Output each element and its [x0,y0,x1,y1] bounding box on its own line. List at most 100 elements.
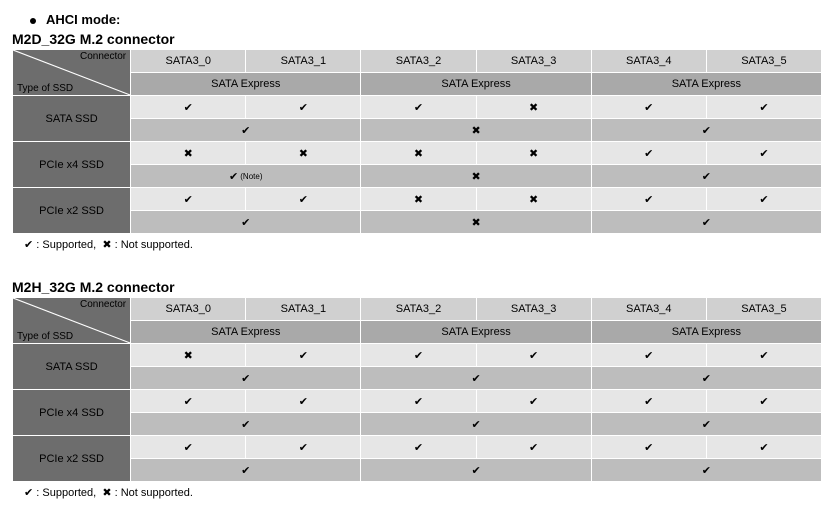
compat-cell-group: ✔ [361,367,591,390]
compat-cell: ✔ [706,96,821,119]
compat-cell-group: ✔ [131,459,361,482]
section-gap [12,251,828,275]
column-header: SATA3_2 [361,298,476,321]
compat-cell: ✖ [361,188,476,211]
legend-supported: : Supported, [36,239,96,251]
compat-cell: ✔ [591,344,706,367]
row-label: PCIe x4 SSD [13,142,131,188]
row-label: PCIe x2 SSD [13,436,131,482]
row-label: SATA SSD [13,96,131,142]
diag-top: Connector [80,51,126,62]
group-header: SATA Express [361,73,591,96]
compat-cell-group: ✔ [131,119,361,142]
compat-cell: ✔ [131,188,246,211]
column-header: SATA3_3 [476,50,591,73]
compat-cell: ✔ [361,436,476,459]
compat-cell: ✖ [476,96,591,119]
column-header: SATA3_3 [476,298,591,321]
compat-cell: ✖ [476,188,591,211]
legend-supported: : Supported, [36,487,96,499]
bullet-icon [30,18,36,24]
compat-cell: ✔ [476,390,591,413]
compat-cell-group: ✔ [131,211,361,234]
check-icon: ✔ [24,239,33,251]
compat-cell-group: ✔ [361,413,591,436]
column-header: SATA3_0 [131,298,246,321]
compat-cell: ✔ [131,96,246,119]
column-header: SATA3_2 [361,50,476,73]
compat-cell-group: ✔ [361,459,591,482]
column-header: SATA3_4 [591,50,706,73]
group-header: SATA Express [131,73,361,96]
cross-icon: ✖ [102,487,111,499]
check-icon: ✔ [24,487,33,499]
legend-not-supported: : Not supported. [115,487,193,499]
compat-cell: ✖ [361,142,476,165]
table-title: M2H_32G M.2 connector [12,279,828,295]
column-header: SATA3_5 [706,298,821,321]
compat-cell-group: ✔ [131,367,361,390]
compat-cell-group: ✔ [131,413,361,436]
compat-cell: ✔ [131,390,246,413]
cross-icon: ✖ [102,239,111,251]
compat-cell: ✔ [361,390,476,413]
column-header: SATA3_0 [131,50,246,73]
mode-header: AHCI mode: [12,12,828,27]
legend: ✔ : Supported, ✖ : Not supported. [24,486,828,499]
group-header: SATA Express [591,73,821,96]
note: (Note) [240,172,262,181]
compat-cell: ✔ [246,436,361,459]
compat-cell-group: ✔ [591,367,821,390]
compat-cell-group: ✔ [591,413,821,436]
group-header: SATA Express [131,321,361,344]
compat-cell: ✔ [476,436,591,459]
compat-cell-group: ✔ [591,459,821,482]
compat-cell: ✖ [131,142,246,165]
row-label: SATA SSD [13,344,131,390]
legend: ✔ : Supported, ✖ : Not supported. [24,238,828,251]
compat-table: ConnectorType of SSDSATA3_0SATA3_1SATA3_… [12,297,822,482]
group-header: SATA Express [591,321,821,344]
compat-cell: ✔ [476,344,591,367]
compat-cell: ✔ [706,142,821,165]
column-header: SATA3_4 [591,298,706,321]
group-header: SATA Express [361,321,591,344]
diag-bottom: Type of SSD [17,83,73,94]
compat-cell: ✔ [591,390,706,413]
compat-cell: ✖ [246,142,361,165]
compat-cell: ✔ [706,344,821,367]
compat-table: ConnectorType of SSDSATA3_0SATA3_1SATA3_… [12,49,822,234]
compat-cell-group: ✔ [591,119,821,142]
compat-cell: ✖ [131,344,246,367]
compat-cell: ✔ [591,142,706,165]
compat-cell-group: ✔ [591,165,821,188]
compat-cell: ✔ [246,96,361,119]
diag-header: Connector Type of SSD [13,298,131,344]
compat-cell-group: ✔(Note) [131,165,361,188]
compat-cell: ✔ [246,188,361,211]
diag-bottom: Type of SSD [17,331,73,342]
compat-cell-group: ✖ [361,165,591,188]
compat-cell-group: ✖ [361,119,591,142]
compat-cell: ✔ [591,96,706,119]
compat-cell: ✔ [706,188,821,211]
diag-top: Connector [80,299,126,310]
compat-cell-group: ✔ [591,211,821,234]
row-label: PCIe x4 SSD [13,390,131,436]
compat-cell: ✔ [361,344,476,367]
table-title: M2D_32G M.2 connector [12,31,828,47]
mode-title: AHCI mode: [46,12,120,27]
legend-not-supported: : Not supported. [115,239,193,251]
row-label: PCIe x2 SSD [13,188,131,234]
compat-cell: ✔ [591,188,706,211]
compat-cell: ✔ [361,96,476,119]
compat-cell: ✔ [706,436,821,459]
column-header: SATA3_1 [246,298,361,321]
column-header: SATA3_5 [706,50,821,73]
compat-cell: ✔ [706,390,821,413]
compat-cell: ✔ [246,344,361,367]
diag-header: Connector Type of SSD [13,50,131,96]
compat-cell: ✖ [476,142,591,165]
column-header: SATA3_1 [246,50,361,73]
compat-cell: ✔ [591,436,706,459]
